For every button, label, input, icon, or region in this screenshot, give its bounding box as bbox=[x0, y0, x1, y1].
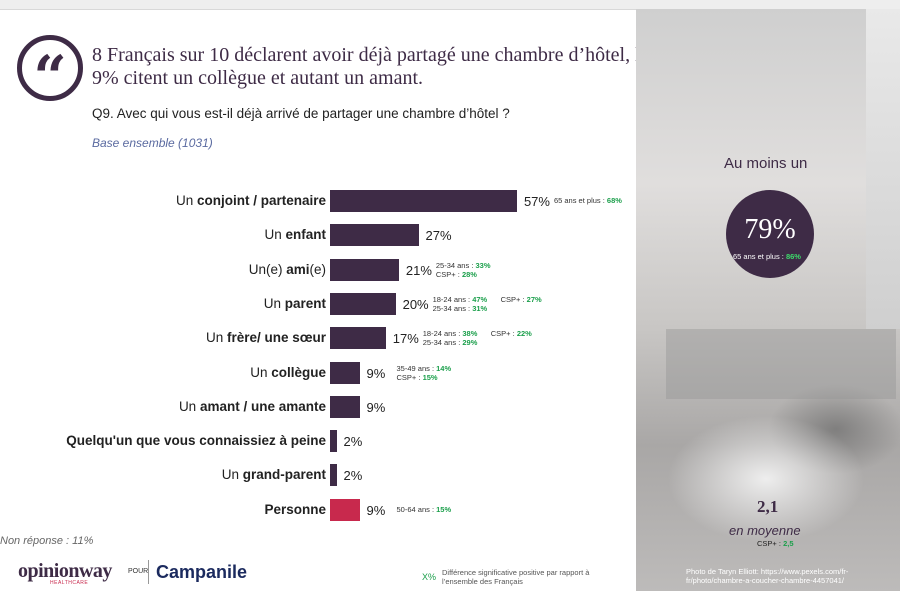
category-label: Un(e) ami(e) bbox=[248, 261, 326, 277]
bar bbox=[330, 361, 360, 384]
category-label: Un parent bbox=[263, 295, 326, 311]
bar bbox=[330, 395, 360, 418]
significance-note: 18-24 ans : 38% bbox=[422, 329, 478, 339]
top-border bbox=[0, 0, 900, 10]
significance-note: 25-34 ans : 33% bbox=[435, 260, 491, 270]
photo-window bbox=[866, 9, 900, 329]
bar bbox=[330, 224, 419, 247]
opinionway-healthcare-tag: HEALTHCARE bbox=[50, 580, 89, 586]
value-label: 27% bbox=[425, 228, 452, 244]
bar-row: Personne 9% 50-64 ans : 15% bbox=[0, 498, 640, 529]
bedroom-photo bbox=[636, 9, 900, 591]
significance-note: 18-24 ans : 47% bbox=[432, 294, 488, 304]
quote-icon: “ bbox=[17, 35, 83, 106]
photo-headboard bbox=[666, 329, 896, 399]
category-label: Quelqu'un que vous connaissiez à peine bbox=[66, 433, 326, 449]
category-label: Un amant / une amante bbox=[178, 398, 326, 414]
value-label: 9% bbox=[366, 399, 386, 415]
value-label: 9% bbox=[366, 502, 386, 518]
bar-row: Un(e) ami(e) 21% 25-34 ans : 33% CSP+ : 28% bbox=[0, 258, 640, 289]
bar bbox=[330, 258, 399, 281]
non-response-note: Non réponse : 11% bbox=[0, 535, 94, 547]
average-value: 2,1 bbox=[757, 497, 779, 516]
category-label: Personne bbox=[264, 501, 326, 517]
logo-divider bbox=[148, 560, 149, 584]
bar-chart: Un conjoint / partenaire 57% 65 ans et plu… bbox=[0, 180, 640, 530]
at-least-one-label: Au moins un bbox=[724, 155, 808, 172]
legend-symbol: X% bbox=[422, 572, 437, 582]
at-least-one-value: 79% bbox=[744, 214, 796, 245]
category-label: Un grand-parent bbox=[221, 467, 326, 483]
significance-note: 25-34 ans : 31% bbox=[432, 303, 488, 313]
base-text: Base ensemble (1031) bbox=[92, 136, 213, 150]
bar-row: Un grand-parent 2% bbox=[0, 464, 640, 494]
question-text: Q9. Avec qui vous est-il déjà arrivé de … bbox=[92, 106, 510, 121]
significance-note: CSP+ : 22% bbox=[490, 329, 532, 339]
bar bbox=[330, 430, 337, 453]
bar-row: Un frère/ une sœur 17% 18-24 ans : 38% CSP+… bbox=[0, 327, 640, 357]
bar bbox=[330, 292, 396, 315]
value-label: 21% bbox=[405, 262, 432, 278]
bar-row: Un enfant 27% bbox=[0, 224, 640, 254]
significance-note: CSP+ : 28% bbox=[435, 269, 477, 279]
significance-note: CSP+ : 15% bbox=[396, 372, 438, 382]
photo-credit: Photo de Taryn Elliott: https://www.pexe… bbox=[686, 567, 849, 585]
bar-row: Un conjoint / partenaire 57% 65 ans et plu… bbox=[0, 190, 640, 220]
category-label: Un frère/ une sœur bbox=[205, 330, 326, 346]
value-label: 9% bbox=[366, 365, 386, 381]
value-label: 20% bbox=[402, 296, 429, 312]
legend-text: Différence significative positive par ra… bbox=[442, 568, 590, 586]
significance-note: 25-34 ans : 29% bbox=[422, 338, 478, 348]
bar bbox=[330, 327, 386, 350]
bar-row: Un amant / une amante 9% bbox=[0, 395, 640, 426]
category-label: Un enfant bbox=[264, 227, 326, 243]
average-label: en moyenne bbox=[729, 523, 801, 538]
at-least-one-circle bbox=[726, 190, 814, 278]
significance-note: 35-49 ans : 14% bbox=[396, 363, 452, 373]
bar bbox=[330, 464, 337, 487]
value-label: 2% bbox=[343, 468, 363, 484]
bar bbox=[330, 190, 517, 212]
category-label: Un conjoint / partenaire bbox=[175, 193, 326, 208]
bar-row: Un collègue 9% 35-49 ans : 14% CSP+ : 15% bbox=[0, 361, 640, 392]
significance-note: 65 ans et plus : 68% bbox=[553, 196, 622, 205]
value-label: 57% bbox=[523, 194, 550, 209]
campanile-logo: Campanile bbox=[156, 562, 248, 582]
value-label: 2% bbox=[343, 434, 363, 450]
significance-note: CSP+ : 27% bbox=[500, 294, 542, 304]
category-label: Un collègue bbox=[250, 364, 326, 380]
pour-label: POUR bbox=[128, 568, 149, 575]
at-least-one-note: 65 ans et plus : 86% bbox=[733, 252, 801, 261]
bar-row: Un parent 20% 18-24 ans : 47% CSP+ : 27% 25-… bbox=[0, 292, 640, 323]
bar-row: Quelqu'un que vous connaissiez à peine 2% bbox=[0, 430, 640, 460]
significance-note: 50-64 ans : 15% bbox=[396, 504, 452, 514]
bar bbox=[330, 498, 360, 521]
average-note: CSP+ : 2,5 bbox=[757, 539, 794, 548]
opinionway-logo: opinionway bbox=[18, 560, 112, 582]
value-label: 17% bbox=[392, 331, 419, 347]
